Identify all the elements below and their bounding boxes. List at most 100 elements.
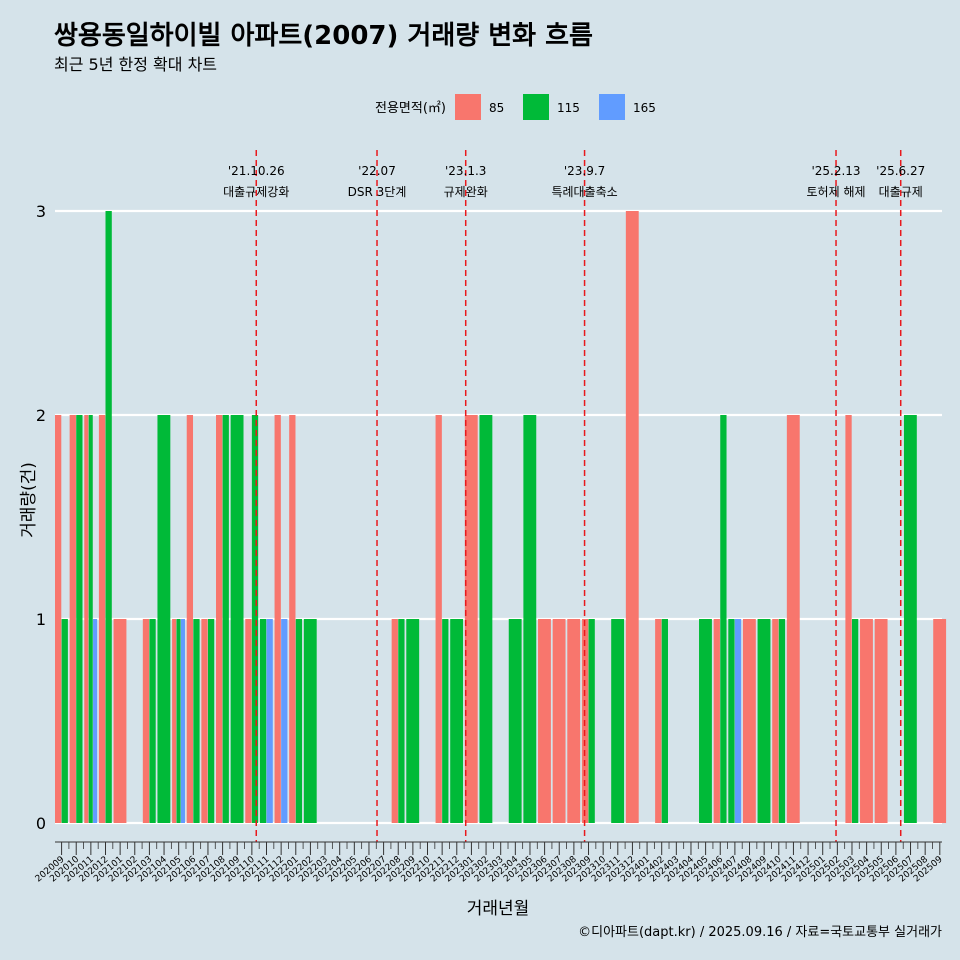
bar-202212-115 [450, 619, 464, 823]
event-markers: '21.10.26 대출규제강화 '22.07 DSR 3단계 '23.1.3 규제완화 '… [223, 150, 925, 842]
bar-202012-115 [105, 211, 112, 823]
bar-202302-115 [479, 415, 493, 823]
bar-202306-85 [538, 619, 551, 823]
bar-202211-115 [442, 619, 449, 823]
bar-202112-85 [274, 415, 281, 823]
event-name-label: 규제완화 [444, 185, 488, 199]
bar-202106-85 [186, 415, 194, 823]
bar-202104-115 [157, 415, 171, 823]
bar-202106-115 [193, 619, 200, 823]
bar-202108-115 [222, 415, 229, 823]
bar-202012-85 [98, 415, 106, 823]
bar-202010-115 [76, 415, 83, 823]
bar-202208-115 [398, 619, 405, 823]
bar-202209-115 [406, 619, 420, 823]
bar-202406-115 [720, 415, 727, 823]
bar-202410-115 [778, 619, 786, 823]
bar-202211-85 [435, 415, 442, 823]
y-axis-title: 거래량(건) [19, 462, 39, 538]
legend: 전용면적(㎡) 85 115 165 [375, 94, 656, 120]
x-axis: 2020092020102020112020122021012021022021… [34, 841, 945, 884]
bar-202105-115 [176, 619, 181, 823]
event-date-label: '25.6.27 [876, 164, 925, 178]
event-date-label: '23.9.7 [564, 164, 605, 178]
event-date-label: '23.1.3 [445, 164, 486, 178]
event-name-label: 토허제 해제 [807, 185, 866, 199]
bar-202201-85 [289, 415, 296, 823]
legend-swatch-115 [523, 94, 549, 120]
bar-202011-85 [84, 415, 89, 823]
event-date-label: '21.10.26 [228, 164, 285, 178]
bar-202305-115 [523, 415, 537, 823]
bar-202406-85 [713, 619, 720, 823]
bar-202503-115 [851, 619, 859, 823]
bar-202304-115 [508, 619, 522, 823]
bar-202312-85 [625, 211, 639, 823]
chart-title: 쌍용동일하이빌 아파트(2007) 거래량 변화 흐름 [54, 21, 593, 51]
bar-202411-85 [786, 415, 800, 823]
bar-202112-165 [281, 619, 288, 823]
bar-202107-85 [201, 619, 208, 823]
y-tick-label: 0 [36, 814, 46, 833]
bar-202111-115 [259, 619, 267, 823]
bar-202111-165 [266, 619, 273, 823]
bar-202408-85 [742, 619, 756, 823]
bar-202503-85 [845, 415, 852, 823]
chart-subtitle: 최근 5년 한정 확대 차트 [54, 55, 217, 74]
y-tick-labels: 0 1 2 3 [36, 202, 46, 833]
bar-202110-85 [245, 619, 252, 823]
y-tick-label: 3 [36, 202, 46, 221]
bar-202410-85 [772, 619, 779, 823]
caption: ©디아파트(dapt.kr) / 2025.09.16 / 자료=국토교통부 실… [578, 925, 942, 940]
bar-202105-85 [172, 619, 177, 823]
bar-202307-85 [552, 619, 566, 823]
bar-202402-115 [661, 619, 668, 823]
y-tick-label: 1 [36, 610, 46, 629]
legend-swatch-85 [455, 94, 481, 120]
bar-202202-115 [303, 619, 317, 823]
bar-202011-165 [93, 619, 98, 823]
bar-202407-115 [728, 619, 735, 823]
event-name-label: 대출규제 [879, 185, 923, 199]
bar-202402-85 [655, 619, 662, 823]
legend-swatch-165 [599, 94, 625, 120]
event-date-label: '25.2.13 [811, 164, 860, 178]
bar-202308-85 [567, 619, 581, 823]
x-axis-title: 거래년월 [467, 899, 530, 919]
bar-202009-115 [61, 619, 68, 823]
bar-202405-115 [699, 619, 712, 823]
bar-202110-115 [251, 415, 259, 823]
bar-202311-115 [611, 619, 625, 823]
legend-label-165: 165 [633, 101, 656, 115]
legend-label-85: 85 [489, 101, 504, 115]
bar-202010-85 [69, 415, 76, 823]
y-tick-label: 2 [36, 406, 46, 425]
bar-202101-85 [113, 619, 127, 823]
event-name-label: 대출규제강화 [223, 185, 289, 199]
bar-202505-85 [874, 619, 888, 823]
bar-202309-115 [588, 619, 595, 823]
event-name-label: 특례대출축소 [551, 185, 617, 199]
bar-202011-115 [88, 415, 93, 823]
bar-202107-115 [207, 619, 215, 823]
bar-202504-85 [860, 619, 873, 823]
event-name-label: DSR 3단계 [348, 185, 407, 199]
bar-202109-115 [230, 415, 244, 823]
bar-202201-115 [295, 619, 303, 823]
bar-202407-165 [734, 619, 742, 823]
bars [55, 211, 947, 823]
legend-title: 전용면적(㎡) [375, 101, 446, 116]
bar-202208-85 [391, 619, 398, 823]
bar-202409-115 [757, 619, 771, 823]
event-date-label: '22.07 [358, 164, 396, 178]
bar-202103-85 [142, 619, 150, 823]
bar-202009-85 [55, 415, 62, 823]
legend-label-115: 115 [557, 101, 580, 115]
bar-202301-85 [464, 415, 478, 823]
bar-202108-85 [216, 415, 223, 823]
bar-202103-115 [149, 619, 156, 823]
bar-202509-85 [933, 619, 947, 823]
bar-202105-165 [180, 619, 185, 823]
bar-202507-115 [903, 415, 917, 823]
